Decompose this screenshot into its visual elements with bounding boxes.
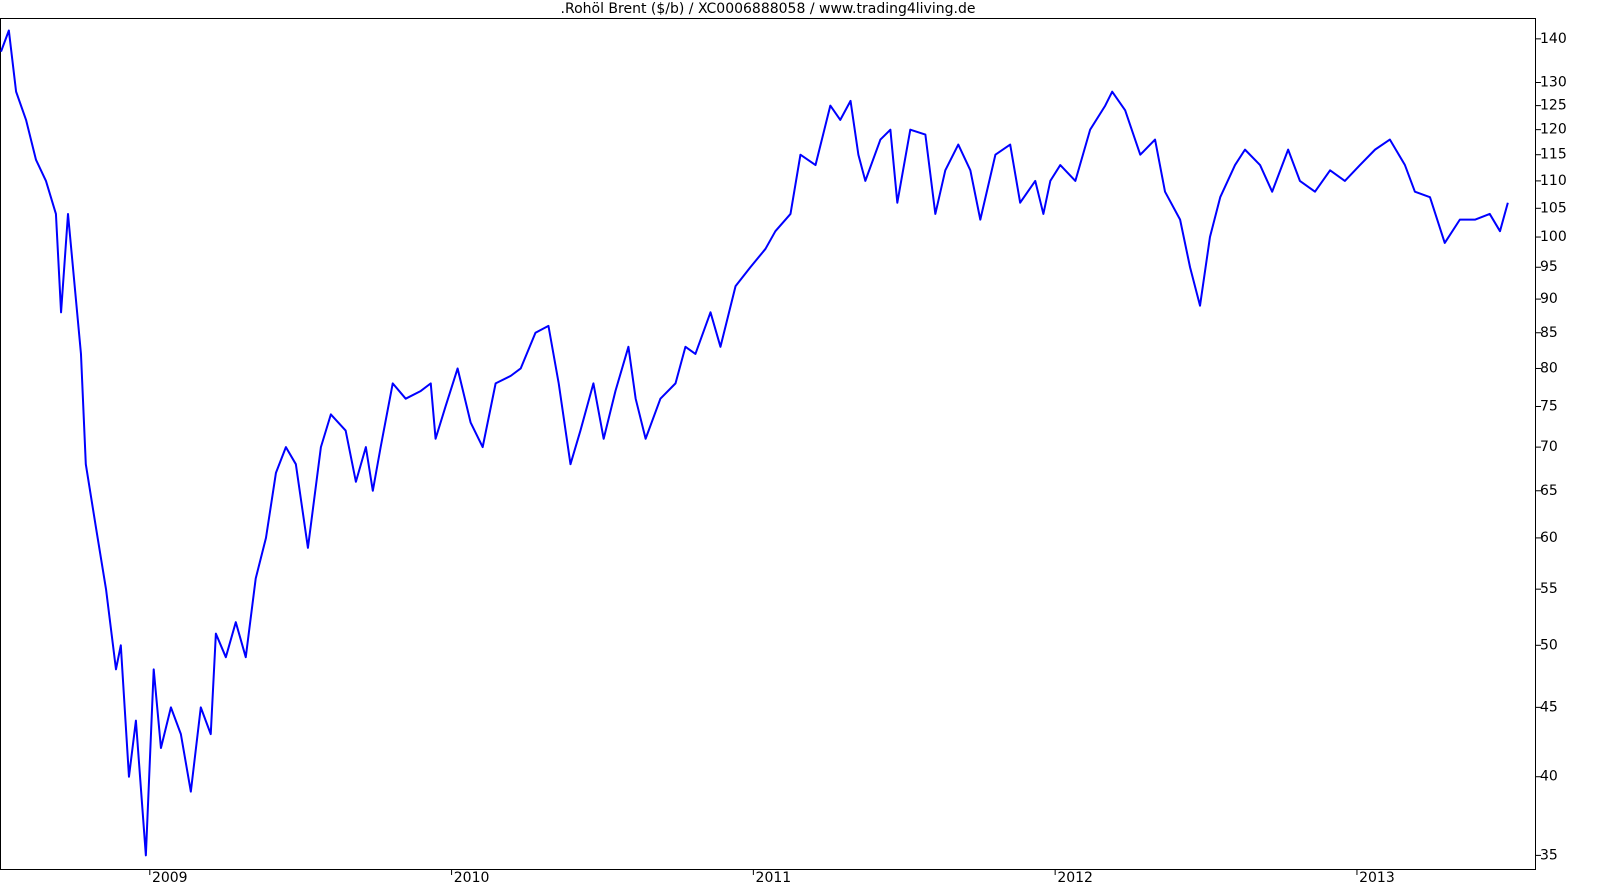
y-tick-label: 90 [1540, 291, 1558, 307]
y-tick-label: 75 [1540, 398, 1558, 414]
y-tick-label: 40 [1540, 769, 1558, 785]
y-tick-label: 45 [1540, 699, 1558, 715]
plot-frame [0, 18, 1536, 870]
y-tick-label: 35 [1540, 847, 1558, 863]
x-tick-label: 2009 [152, 870, 188, 885]
x-tick-label: 2012 [1057, 870, 1093, 885]
y-tick-label: 110 [1540, 173, 1567, 189]
x-tick-label: 2011 [756, 870, 792, 885]
x-tick-label: 2010 [454, 870, 490, 885]
chart-title: .Rohöl Brent ($/b) / XC0006888058 / www.… [561, 1, 976, 17]
y-tick-label: 65 [1540, 483, 1558, 499]
y-tick-label: 95 [1540, 259, 1558, 275]
y-tick-label: 125 [1540, 98, 1567, 114]
y-tick-label: 55 [1540, 581, 1558, 597]
y-tick-label: 70 [1540, 439, 1558, 455]
y-tick-label: 80 [1540, 360, 1558, 376]
y-tick-label: 100 [1540, 229, 1567, 245]
y-tick-label: 140 [1540, 31, 1567, 47]
y-tick-label: 50 [1540, 637, 1558, 653]
x-tick-label: 2013 [1359, 870, 1395, 885]
y-tick-label: 60 [1540, 530, 1558, 546]
y-tick-label: 120 [1540, 122, 1567, 138]
y-tick-label: 130 [1540, 75, 1567, 91]
y-tick-label: 105 [1540, 200, 1567, 216]
price-line [0, 29, 1509, 857]
y-tick-label: 85 [1540, 325, 1558, 341]
y-tick-label: 115 [1540, 147, 1567, 163]
